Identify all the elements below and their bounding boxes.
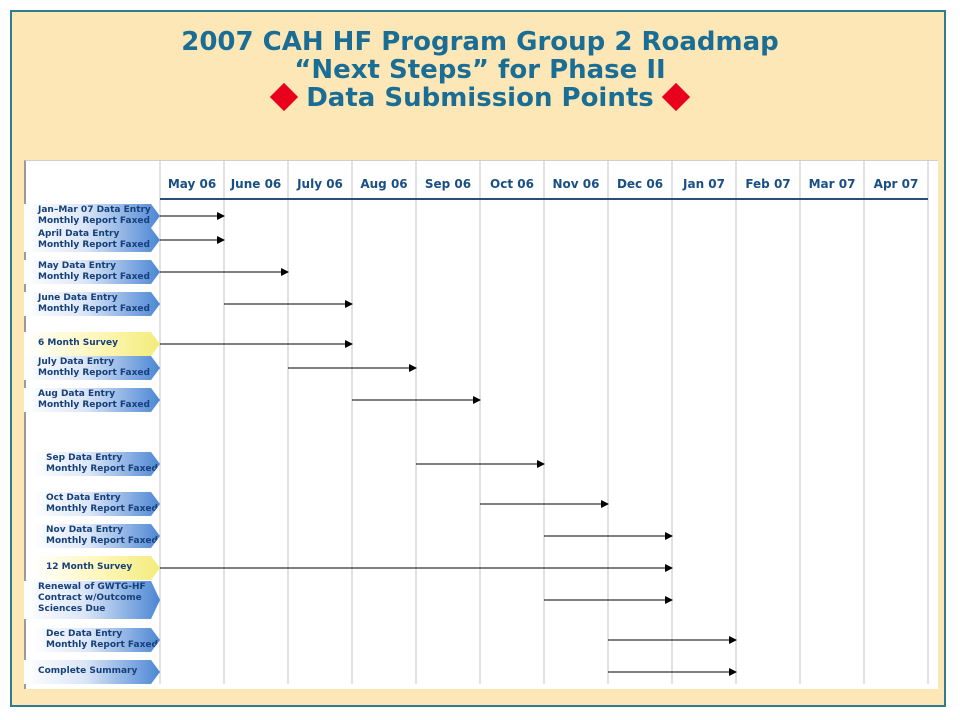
task-label-line: June Data Entry — [38, 293, 118, 303]
month-label: Feb 07 — [745, 177, 791, 191]
task-label: 6 Month Survey — [24, 332, 160, 356]
title-block: 2007 CAH HF Program Group 2 Roadmap “Nex… — [0, 28, 960, 112]
task-label-line: Nov Data Entry — [46, 525, 123, 535]
task-label: 12 Month Survey — [32, 556, 160, 580]
month-label: Sep 06 — [424, 177, 472, 191]
task-label-line: 6 Month Survey — [38, 338, 118, 348]
task-label-line: Monthly Report Faxed — [46, 640, 158, 650]
task-label-line: Contract w/Outcome — [38, 593, 142, 603]
task-label: Aug Data Entry Monthly Report Faxed — [24, 388, 160, 412]
month-label: Oct 06 — [490, 177, 534, 191]
task-label-line: July Data Entry — [38, 357, 115, 367]
task-label: Dec Data Entry Monthly Report Faxed — [32, 628, 160, 652]
task-label-line: Renewal of GWTG-HF — [38, 582, 146, 592]
roadmap-panel — [24, 160, 938, 689]
title-line-2: “Next Steps” for Phase II — [294, 55, 666, 85]
task-label-line: May Data Entry — [38, 261, 116, 271]
month-label: May 06 — [167, 177, 217, 191]
task-label-line: April Data Entry — [38, 229, 120, 239]
task-label: Jan–Mar 07 Data Entry Monthly Report Faxe… — [24, 204, 160, 228]
task-label-line: 12 Month Survey — [46, 562, 133, 572]
month-label: Mar 07 — [808, 177, 856, 191]
month-label: Dec 06 — [616, 177, 664, 191]
task-label-line: Monthly Report Faxed — [46, 536, 158, 546]
task-label: Nov Data Entry Monthly Report Faxed — [32, 524, 160, 548]
task-label: Oct Data Entry Monthly Report Faxed — [32, 492, 160, 516]
task-label-line: Monthly Report Faxed — [38, 304, 150, 314]
task-label: July Data Entry Monthly Report Faxed — [24, 356, 160, 380]
task-label-line: Monthly Report Faxed — [46, 464, 158, 474]
month-label: Nov 06 — [552, 177, 600, 191]
task-label-line: Monthly Report Faxed — [38, 240, 150, 250]
task-label: Sep Data Entry Monthly Report Faxed — [32, 452, 160, 476]
task-label: May Data Entry Monthly Report Faxed — [24, 260, 160, 284]
task-label-line: Oct Data Entry — [46, 493, 121, 503]
task-label: April Data Entry Monthly Report Faxed — [24, 228, 160, 252]
month-label: Jan 07 — [683, 177, 725, 191]
task-label-line: Complete Summary — [38, 666, 138, 676]
month-label: June 06 — [230, 177, 282, 191]
task-label-line: Aug Data Entry — [38, 389, 116, 399]
task-label-line: Monthly Report Faxed — [38, 368, 150, 378]
task-label-line: Monthly Report Faxed — [38, 400, 150, 410]
title-line-3-row: Data Submission Points — [0, 82, 960, 113]
month-label: Aug 06 — [360, 177, 408, 191]
month-label: July 06 — [297, 177, 343, 191]
task-label-line: Monthly Report Faxed — [38, 272, 150, 282]
title-line-1: 2007 CAH HF Program Group 2 Roadmap — [181, 27, 779, 57]
task-label-line: Dec Data Entry — [46, 629, 123, 639]
task-label-line: Monthly Report Faxed — [46, 504, 158, 514]
task-label-line: Sciences Due — [38, 604, 106, 614]
task-label-line: Jan–Mar 07 Data Entry — [38, 205, 151, 215]
month-label: Apr 07 — [873, 177, 919, 191]
title-line-3: Data Submission Points — [306, 83, 654, 113]
task-label-line: Sep Data Entry — [46, 453, 123, 463]
task-label: Complete Summary — [24, 660, 160, 684]
task-label: Renewal of GWTG-HF Contract w/Outcome Scie… — [24, 581, 160, 619]
task-label-line: Monthly Report Faxed — [38, 216, 150, 226]
task-label: June Data Entry Monthly Report Faxed — [24, 292, 160, 316]
